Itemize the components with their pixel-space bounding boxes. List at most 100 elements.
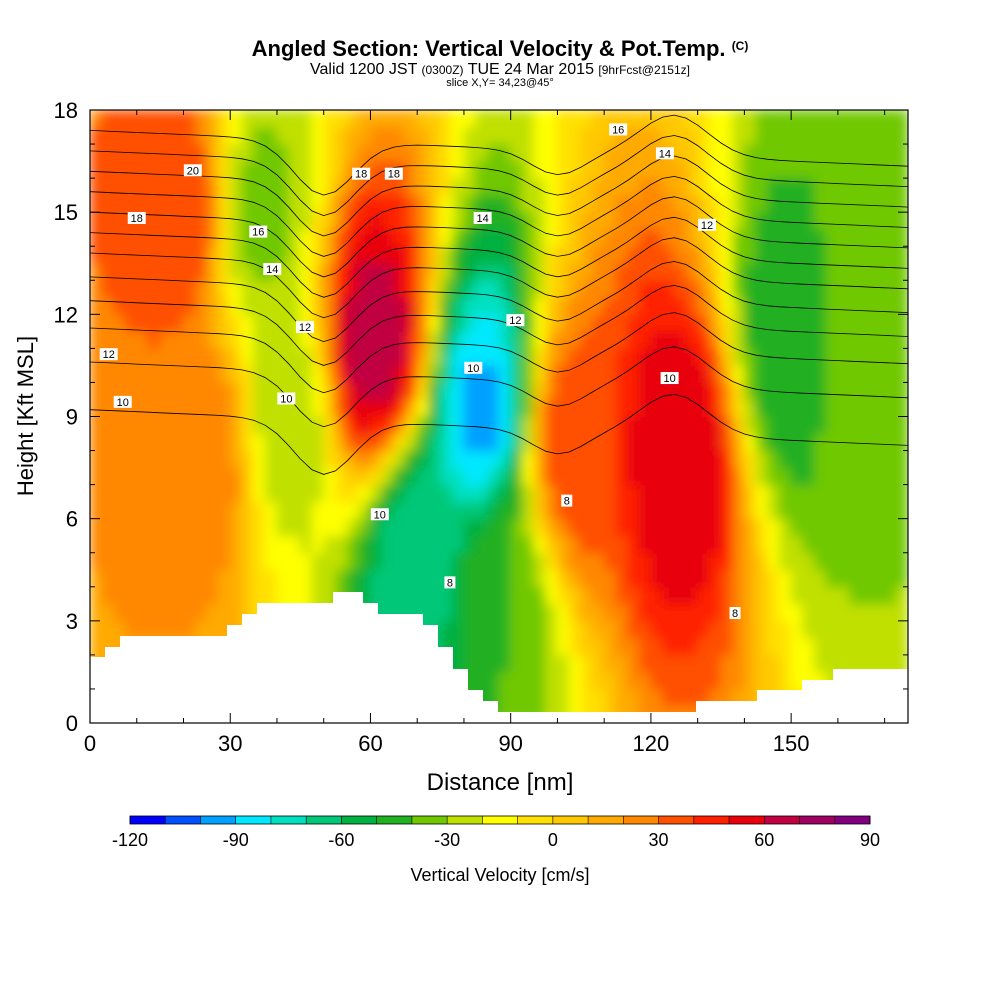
velocity-cell bbox=[802, 143, 816, 162]
velocity-cell bbox=[814, 416, 827, 435]
potential-temperature-contours bbox=[90, 114, 908, 475]
velocity-cell bbox=[486, 569, 500, 588]
velocity-cell bbox=[825, 364, 839, 383]
velocity-cell bbox=[463, 398, 477, 417]
velocity-cell bbox=[229, 194, 243, 213]
velocity-cell bbox=[171, 262, 184, 281]
velocity-cell bbox=[299, 143, 313, 162]
velocity-cell bbox=[814, 535, 827, 554]
velocity-cell bbox=[147, 620, 161, 639]
velocity-cell bbox=[732, 654, 745, 673]
velocity-cell bbox=[755, 398, 769, 417]
velocity-cell bbox=[428, 330, 442, 349]
velocity-cell bbox=[358, 143, 371, 162]
velocity-cell bbox=[814, 228, 827, 247]
velocity-cell bbox=[229, 416, 243, 435]
velocity-cell bbox=[533, 279, 547, 298]
velocity-cell bbox=[229, 450, 243, 469]
velocity-cell bbox=[241, 330, 255, 349]
velocity-cell bbox=[860, 381, 874, 400]
velocity-cell bbox=[521, 484, 535, 503]
velocity-cell bbox=[521, 688, 535, 707]
velocity-cell bbox=[171, 484, 184, 503]
velocity-cell bbox=[849, 296, 862, 315]
velocity-cell bbox=[521, 110, 535, 128]
velocity-cell bbox=[253, 279, 266, 298]
velocity-cell bbox=[755, 450, 769, 469]
velocity-cell bbox=[825, 313, 839, 332]
velocity-cell bbox=[767, 416, 780, 435]
velocity-cell bbox=[638, 535, 652, 554]
velocity-cell bbox=[346, 126, 360, 145]
velocity-cell bbox=[708, 416, 722, 435]
velocity-cell bbox=[346, 467, 360, 486]
velocity-cell bbox=[849, 126, 862, 145]
velocity-cell bbox=[568, 228, 582, 247]
velocity-cell bbox=[159, 296, 173, 315]
velocity-cell bbox=[767, 143, 780, 162]
velocity-cell bbox=[90, 279, 103, 298]
velocity-cell bbox=[182, 433, 196, 452]
velocity-cell bbox=[101, 569, 114, 588]
velocity-cell bbox=[580, 467, 593, 486]
velocity-cell bbox=[603, 467, 617, 486]
velocity-cell bbox=[825, 143, 839, 162]
velocity-cell bbox=[778, 296, 792, 315]
velocity-cell bbox=[533, 637, 547, 656]
velocity-cell bbox=[697, 603, 710, 622]
colorbar-swatch bbox=[588, 816, 624, 824]
velocity-cell bbox=[708, 467, 722, 486]
velocity-cell bbox=[778, 484, 792, 503]
velocity-cell bbox=[685, 518, 699, 537]
velocity-cell bbox=[159, 364, 173, 383]
velocity-cell bbox=[603, 296, 617, 315]
velocity-cell bbox=[662, 603, 675, 622]
velocity-cell bbox=[147, 569, 161, 588]
velocity-cell bbox=[837, 245, 851, 264]
velocity-cell bbox=[545, 569, 558, 588]
velocity-cell bbox=[171, 398, 184, 417]
velocity-cell bbox=[463, 433, 477, 452]
velocity-cell bbox=[288, 467, 301, 486]
velocity-cell bbox=[264, 433, 278, 452]
velocity-cell bbox=[101, 416, 114, 435]
velocity-cell bbox=[498, 586, 512, 605]
velocity-cell bbox=[708, 347, 722, 366]
velocity-cell bbox=[90, 569, 103, 588]
velocity-cell bbox=[627, 688, 640, 707]
velocity-cell bbox=[673, 228, 687, 247]
velocity-cell bbox=[615, 211, 629, 230]
velocity-cell bbox=[533, 620, 547, 639]
velocity-cell bbox=[498, 433, 512, 452]
velocity-cell bbox=[755, 586, 769, 605]
velocity-cell bbox=[580, 126, 593, 145]
velocity-cell bbox=[451, 518, 465, 537]
velocity-cell bbox=[732, 126, 745, 145]
velocity-cell bbox=[288, 484, 301, 503]
velocity-cell bbox=[311, 484, 325, 503]
velocity-cell bbox=[662, 110, 675, 128]
velocity-cell bbox=[627, 552, 640, 571]
velocity-cell bbox=[346, 177, 360, 196]
velocity-cell bbox=[416, 313, 430, 332]
velocity-cell bbox=[580, 160, 593, 179]
velocity-cell bbox=[650, 279, 664, 298]
velocity-cell bbox=[743, 620, 757, 639]
velocity-cell bbox=[790, 671, 804, 690]
velocity-cell bbox=[708, 620, 722, 639]
velocity-cell bbox=[556, 637, 570, 656]
velocity-cell bbox=[405, 518, 418, 537]
velocity-cell bbox=[136, 126, 149, 145]
velocity-cell bbox=[311, 126, 325, 145]
velocity-cell bbox=[264, 364, 278, 383]
velocity-cell bbox=[381, 211, 395, 230]
velocity-cell bbox=[685, 262, 699, 281]
velocity-cell bbox=[790, 110, 804, 128]
velocity-cell bbox=[591, 501, 605, 520]
velocity-cell bbox=[182, 211, 196, 230]
velocity-cell bbox=[346, 518, 360, 537]
velocity-cell bbox=[159, 211, 173, 230]
velocity-cell bbox=[229, 381, 243, 400]
velocity-cell bbox=[334, 518, 348, 537]
velocity-cell bbox=[112, 279, 126, 298]
